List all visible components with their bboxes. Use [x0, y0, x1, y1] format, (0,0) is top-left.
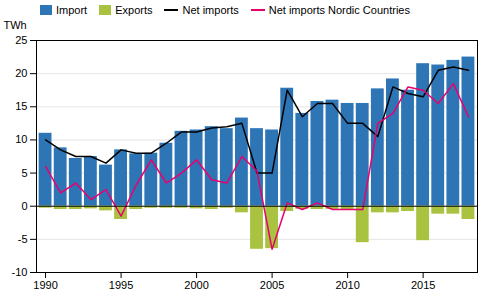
svg-text:-5: -5 [18, 233, 28, 245]
svg-text:10: 10 [15, 133, 27, 145]
svg-text:1995: 1995 [109, 279, 133, 291]
svg-text:2015: 2015 [411, 279, 435, 291]
svg-text:0: 0 [21, 200, 27, 212]
svg-text:2005: 2005 [260, 279, 284, 291]
html-text:Import: Import [56, 4, 88, 16]
svg-text:2010: 2010 [335, 279, 359, 291]
svg-text:15: 15 [15, 100, 27, 112]
html-text:Exports: Exports [115, 4, 153, 16]
svg-text:2000: 2000 [184, 279, 208, 291]
svg-text:20: 20 [15, 67, 27, 79]
svg-text:-10: -10 [12, 266, 28, 278]
svg-text:TWh: TWh [4, 19, 27, 31]
svg-text:1990: 1990 [33, 279, 57, 291]
html-text:Net imports: Net imports [182, 4, 239, 16]
svg-text:5: 5 [21, 167, 27, 179]
svg-text:25: 25 [15, 34, 27, 46]
html-text:Net imports Nordic Countries: Net imports Nordic Countries [268, 4, 410, 16]
